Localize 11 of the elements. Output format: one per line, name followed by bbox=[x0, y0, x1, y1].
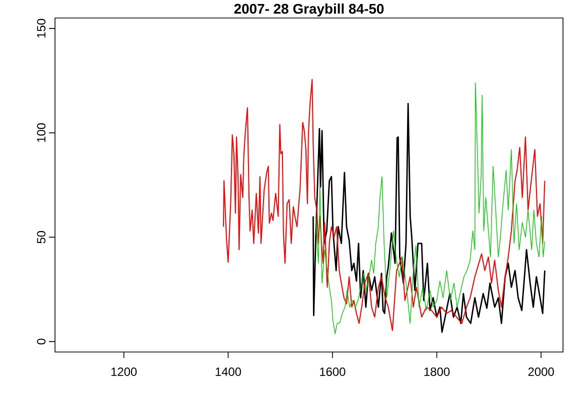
x-tick-label: 1400 bbox=[216, 368, 241, 376]
y-tick-label: 0 bbox=[37, 338, 46, 344]
chart-title: 2007- 28 Graybill 84-50 bbox=[234, 3, 384, 16]
y-tick-label: 100 bbox=[37, 123, 46, 142]
y-tick-label: 150 bbox=[37, 18, 46, 38]
x-tick-label: 1200 bbox=[111, 368, 137, 376]
x-tick-label: 1600 bbox=[320, 368, 346, 376]
x-tick-label: 1800 bbox=[424, 368, 450, 376]
y-tick-label: 50 bbox=[37, 231, 46, 244]
line-series bbox=[222, 79, 546, 332]
x-tick-label: 2000 bbox=[528, 368, 554, 376]
